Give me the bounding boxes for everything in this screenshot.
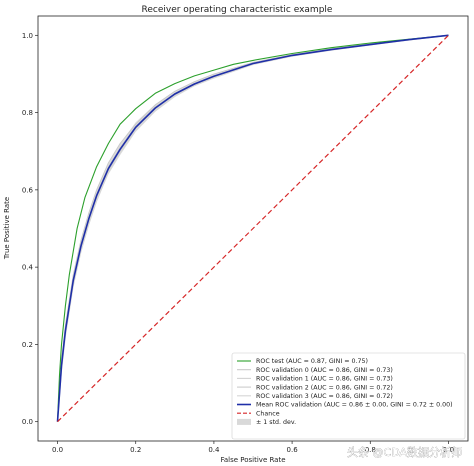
x-tick-label: 0.2 bbox=[130, 446, 141, 454]
y-tick-label: 0.6 bbox=[22, 186, 34, 194]
x-tick-label: 0.0 bbox=[52, 446, 63, 454]
watermark-text: 头条 @CDA数据分析师 bbox=[347, 445, 462, 459]
chart-title: Receiver operating characteristic exampl… bbox=[142, 5, 333, 15]
y-tick-label: 0.0 bbox=[22, 418, 33, 426]
y-axis-ticks: 0.0 0.2 0.4 0.6 0.8 1.0 bbox=[22, 32, 38, 426]
y-tick-label: 1.0 bbox=[22, 32, 33, 40]
legend-swatch bbox=[237, 418, 251, 425]
x-tick-label: 0.8 bbox=[365, 446, 376, 454]
legend-label: ± 1 std. dev. bbox=[256, 419, 296, 426]
series-line-0 bbox=[56, 34, 449, 422]
legend-label: ROC validation 0 (AUC = 0.86, GINI = 0.7… bbox=[256, 367, 393, 374]
y-tick-label: 0.2 bbox=[22, 341, 33, 349]
y-tick-label: 0.4 bbox=[22, 264, 34, 272]
x-axis-label: False Positive Rate bbox=[220, 456, 285, 464]
legend-label: ROC validation 1 (AUC = 0.86, GINI = 0.7… bbox=[256, 376, 393, 383]
watermark: 头条 @CDA数据分析师 bbox=[347, 445, 462, 459]
legend: ROC test (AUC = 0.87, GINI = 0.75) ROC va… bbox=[231, 352, 466, 440]
x-tick-label: 0.4 bbox=[208, 446, 220, 454]
y-axis-label: True Positive Rate bbox=[3, 197, 11, 260]
series-layer bbox=[56, 34, 449, 423]
legend-box bbox=[231, 352, 466, 440]
legend-label: ROC validation 3 (AUC = 0.86, GINI = 0.7… bbox=[256, 393, 393, 400]
legend-label: Chance bbox=[256, 410, 280, 417]
x-axis-ticks: 0.0 0.2 0.4 0.6 0.8 1.0 bbox=[52, 441, 454, 454]
series-line-6 bbox=[57, 34, 449, 423]
x-tick-label: 1.0 bbox=[443, 446, 454, 454]
plot-frame bbox=[37, 15, 469, 442]
y-tick-label: 0.8 bbox=[22, 109, 33, 117]
legend-label: ROC test (AUC = 0.87, GINI = 0.75) bbox=[256, 358, 368, 365]
series-line-5 bbox=[56, 34, 449, 422]
plot-area bbox=[37, 15, 469, 442]
legend-label: Mean ROC validation (AUC = 0.86 ± 0.00, … bbox=[256, 402, 453, 409]
legend-items: ROC test (AUC = 0.87, GINI = 0.75) ROC va… bbox=[237, 358, 453, 426]
legend-label: ROC validation 2 (AUC = 0.86, GINI = 0.7… bbox=[256, 384, 393, 391]
x-tick-label: 0.6 bbox=[287, 446, 299, 454]
